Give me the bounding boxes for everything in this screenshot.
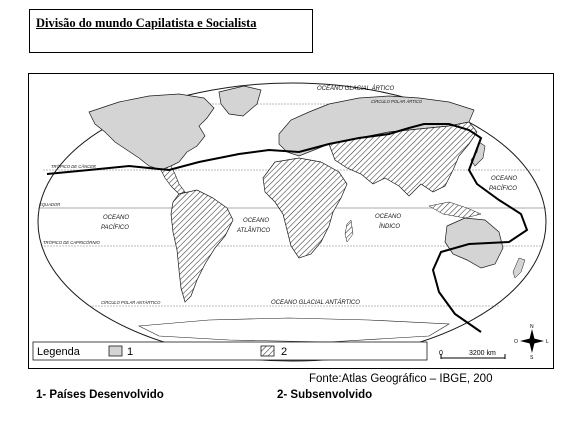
legend: Legenda 1 2 (32, 341, 428, 361)
legend-label: Legenda (37, 346, 81, 358)
scale-zero: 0 (439, 350, 443, 357)
scale-distance: 3200 km (469, 350, 496, 357)
ocean-atlantic-line1: OCEANO (243, 218, 269, 224)
ocean-pacific-west-line2: PACÍFICO (101, 224, 129, 231)
ocean-indian-line1: OCEANO (375, 214, 401, 220)
label-tropic-cancer: TRÓPICO DE CÂNCER (51, 164, 96, 169)
label-arctic-circle: CÍRCULO POLAR ÁRTICO (371, 99, 423, 104)
ocean-atlantic-line2: ATLÂNTICO (236, 227, 271, 234)
label-antarctic-circle: CÍRCULO POLAR ANTÁRTICO (101, 300, 161, 305)
caption-underdeveloped: 2- Subsenvolvido (277, 389, 373, 401)
africa (262, 157, 348, 259)
world-map: OCEANO GLACIAL ÁRTICO OCEANO GLACIAL ANT… (32, 82, 549, 362)
legend-item-1: 1 (127, 346, 133, 358)
japan (470, 141, 486, 167)
compass-east: L (546, 339, 549, 345)
label-equator: EQUADOR (39, 202, 60, 207)
antarctica (137, 317, 451, 343)
ocean-pacific-west-line1: OCEANO (103, 215, 129, 221)
greenland (218, 85, 262, 117)
ocean-antarctic: OCEANO GLACIAL ANTÁRTICO (271, 299, 360, 306)
legend-item-2: 2 (281, 346, 287, 358)
source-note: Fonte:Atlas Geográfico – IBGE, 200 (309, 373, 493, 385)
compass-north: N (530, 324, 534, 330)
madagascar (344, 219, 354, 243)
ocean-indian-line2: ÍNDICO (379, 223, 400, 230)
compass-west: O (514, 339, 518, 345)
map-frame: OCEANO GLACIAL ÁRTICO OCEANO GLACIAL ANT… (28, 73, 554, 369)
legend-swatch-developed (108, 345, 123, 357)
legend-swatch-underdeveloped (260, 345, 275, 357)
ocean-pacific-east-line1: OCEANO (491, 176, 517, 182)
compass-rose-icon: N S L O (514, 324, 549, 361)
north-america (88, 93, 215, 171)
ocean-arctic: OCEANO GLACIAL ÁRTICO (317, 85, 394, 92)
compass-south: S (530, 355, 534, 361)
scale-bar: 0 3200 km (439, 350, 506, 359)
map-title: Divisão do mundo Capilatista e Socialist… (36, 16, 257, 30)
label-tropic-capricorn: TRÓPICO DE CAPRICÓRNIO (43, 240, 101, 245)
ocean-pacific-east-line2: PACÍFICO (489, 185, 517, 192)
new-zealand (512, 257, 526, 279)
title-box: Divisão do mundo Capilatista e Socialist… (29, 9, 313, 53)
south-america (170, 189, 234, 303)
north-south-divide (46, 123, 529, 333)
indonesia (428, 201, 482, 219)
caption-developed: 1- Países Desenvolvido (36, 389, 164, 401)
